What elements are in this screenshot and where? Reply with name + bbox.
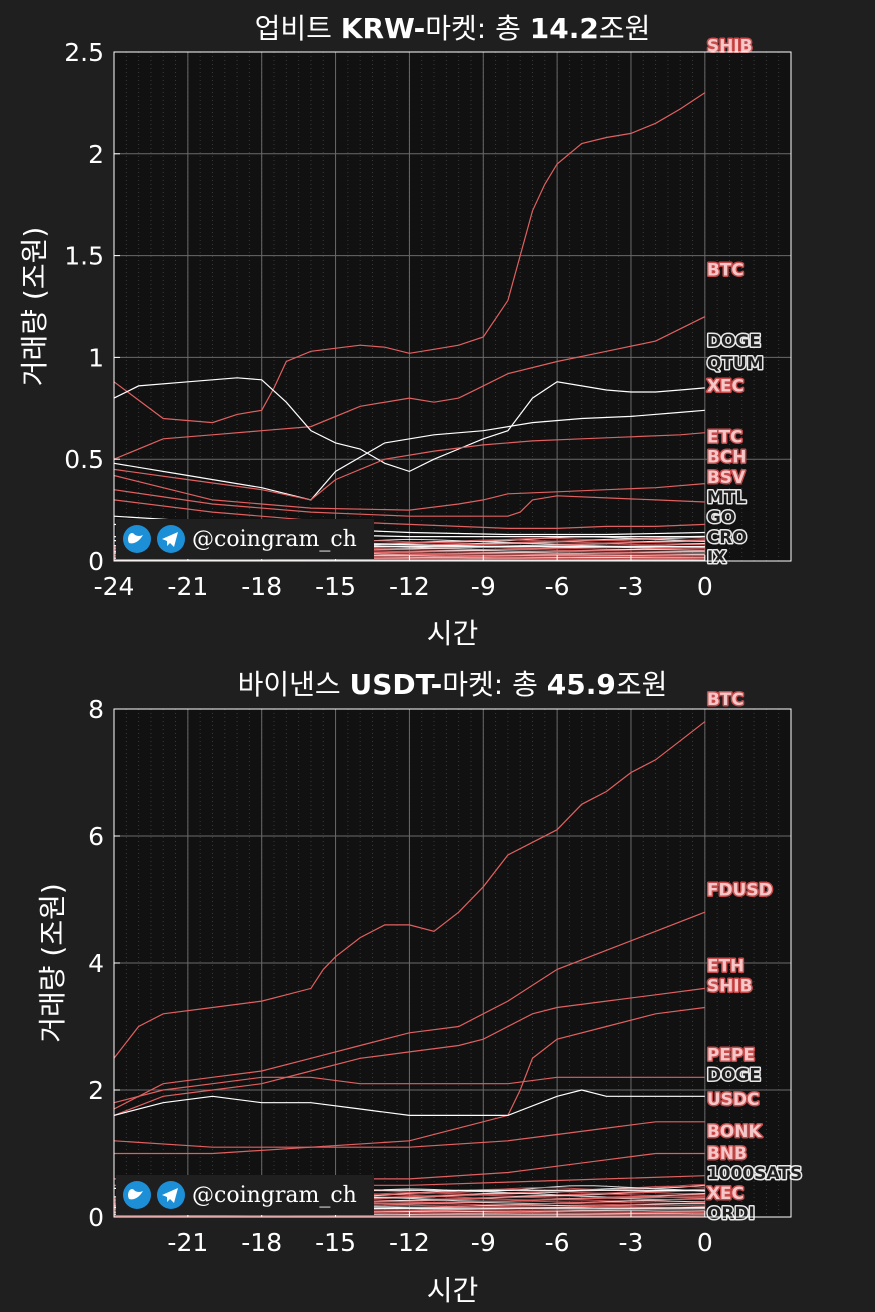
series-label-bsv: BSV (707, 468, 746, 488)
series-label-xec: XEC (707, 376, 744, 396)
y-tick-label: 2 (88, 1076, 104, 1105)
y-axis-label: 거래량 (조원) (18, 227, 51, 387)
series-label-eth: ETH (707, 957, 744, 977)
series-label-cro: CRO (707, 528, 747, 548)
watermark: @coingram_ch (116, 519, 374, 559)
chart-title-total: 45.9 (547, 668, 616, 701)
x-tick-label: -6 (545, 1228, 570, 1257)
series-label-xec: XEC (707, 1184, 744, 1204)
series-label-go: GO (707, 508, 735, 528)
y-tick-label: 4 (88, 949, 104, 978)
x-tick-label: -18 (241, 572, 282, 601)
x-tick-label: -9 (471, 1228, 496, 1257)
series-label-qtum: QTUM (707, 354, 764, 374)
series-label-fdusd: FDUSD (707, 880, 773, 900)
chart-title-plain: 업비트 (255, 12, 341, 45)
twitter-bird-glyph (128, 533, 143, 544)
x-axis-label: 시간 (427, 617, 479, 650)
x-axis-label: 시간 (427, 1274, 479, 1307)
twitter-bird-glyph (128, 1189, 143, 1200)
y-tick-label: 6 (88, 822, 104, 851)
y-tick-label: 0.5 (64, 445, 104, 474)
series-label-doge: DOGE (707, 1066, 761, 1086)
series-line-usdc (114, 1121, 705, 1155)
plot-area (114, 52, 791, 561)
x-tick-label: -21 (167, 572, 208, 601)
series-label-usdc: USDC (707, 1090, 760, 1110)
watermark-handle: @coingram_ch (192, 527, 357, 552)
x-tick-label: 0 (697, 1228, 713, 1257)
y-tick-label: 1 (88, 343, 104, 372)
series-line-pepe (113, 1076, 705, 1104)
series-line-etc (113, 474, 705, 511)
series-label-etc: ETC (707, 427, 743, 447)
series-line-shib (113, 92, 706, 424)
series-label-bnb: BNB (707, 1144, 747, 1164)
chart-title-mid: 마켓: 총 (442, 668, 547, 701)
series-label-btc: BTC (707, 260, 744, 280)
x-tick-label: -12 (389, 572, 430, 601)
series-line-btc (113, 721, 706, 1059)
chart-title-unit: 조원 (616, 668, 668, 701)
chart-title-bold: KRW- (341, 12, 426, 45)
chart-title-mid: 마켓: 총 (425, 12, 530, 45)
telegram-plane-glyph (162, 532, 178, 547)
series-label-shib: SHIB (707, 36, 753, 56)
chart-title: 바이낸스 USDT-마켓: 총 45.9조원 (238, 668, 668, 701)
series-line-xec (113, 432, 705, 501)
series-line-btc (113, 316, 706, 460)
y-tick-label: 2 (88, 140, 104, 169)
series-line-eth (113, 987, 705, 1116)
chart-title-total: 14.2 (530, 12, 599, 45)
y-tick-label: 0 (88, 547, 104, 576)
series-label-bch: BCH (707, 447, 747, 467)
series-label-ix: IX (707, 548, 726, 568)
x-tick-label: -3 (619, 1228, 644, 1257)
series-line-fdusd (113, 911, 706, 1110)
x-tick-label: -18 (241, 1228, 282, 1257)
chart-title-unit: 조원 (599, 12, 651, 45)
watermark: @coingram_ch (116, 1175, 374, 1215)
series-line-doge (113, 377, 705, 473)
x-tick-label: -3 (619, 572, 644, 601)
watermark-handle: @coingram_ch (192, 1183, 357, 1208)
series-line-qtum (113, 409, 705, 501)
y-tick-label: 8 (88, 695, 104, 724)
y-axis-label: 거래량 (조원) (36, 883, 69, 1043)
series-label-pepe: PEPE (707, 1046, 755, 1066)
series-label-doge: DOGE (707, 332, 761, 352)
x-tick-label: -15 (315, 572, 356, 601)
x-tick-label: 0 (697, 572, 713, 601)
series-label-mtl: MTL (707, 488, 747, 508)
chart-title-bold: USDT- (350, 668, 443, 701)
series-line-doge (113, 1089, 705, 1116)
y-tick-label: 2.5 (64, 38, 104, 67)
x-tick-label: -12 (389, 1228, 430, 1257)
x-tick-label: -24 (94, 572, 135, 601)
series-label-bonk: BONK (707, 1122, 763, 1142)
axes-frame (113, 51, 792, 562)
x-tick-label: -6 (545, 572, 570, 601)
series-label-shib: SHIB (707, 977, 753, 997)
series-label-btc: BTC (707, 690, 744, 710)
telegram-plane-glyph (162, 1188, 178, 1203)
series-line-bsv (113, 499, 705, 529)
chart-title: 업비트 KRW-마켓: 총 14.2조원 (255, 12, 651, 45)
series-label-1000sats: 1000SATS (707, 1164, 802, 1184)
x-tick-label: -15 (315, 1228, 356, 1257)
x-tick-label: -21 (167, 1228, 208, 1257)
series-line-bch (113, 489, 705, 517)
y-tick-label: 0 (88, 1203, 104, 1232)
chart-title-plain: 바이낸스 (238, 668, 350, 701)
series-label-ordi: ORDI (707, 1204, 755, 1224)
series-line-shib (113, 1006, 705, 1148)
y-tick-label: 1.5 (64, 242, 104, 271)
x-tick-label: -9 (471, 572, 496, 601)
